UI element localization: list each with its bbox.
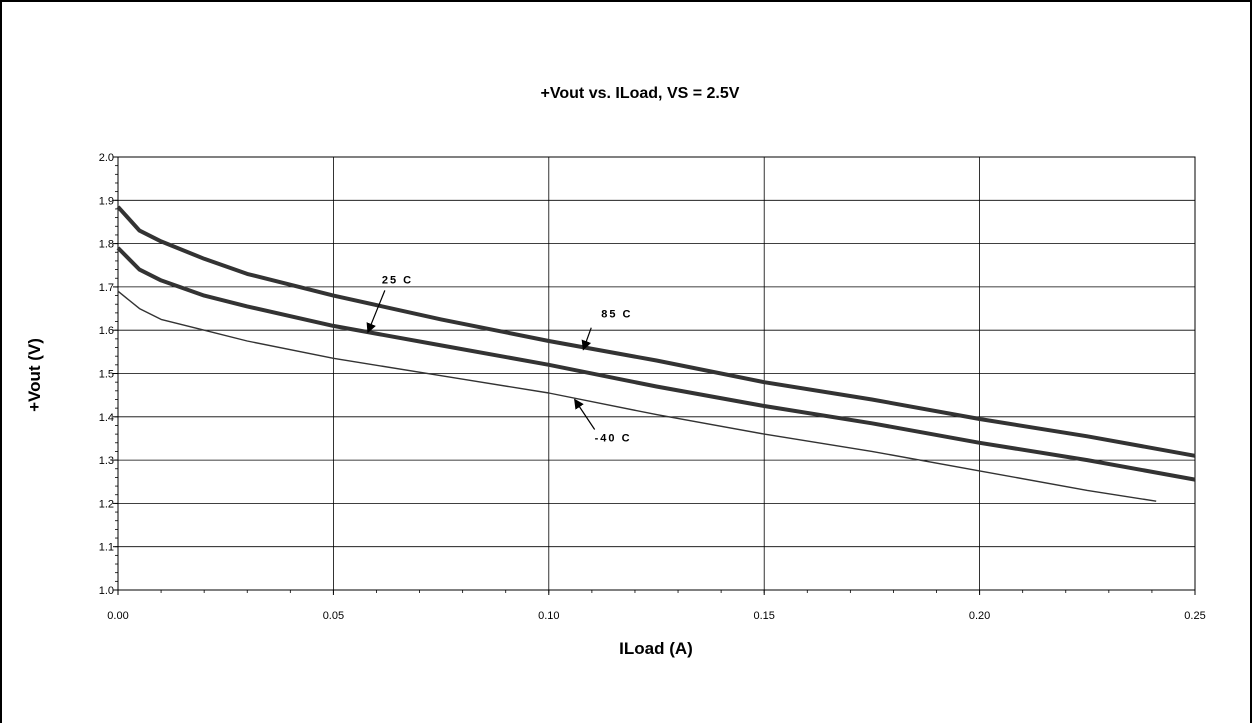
y-tick-label: 1.4 <box>99 412 114 424</box>
x-tick-label: 0.05 <box>323 610 344 622</box>
annotation-arrow <box>574 398 596 430</box>
y-tick-label: 1.6 <box>99 325 114 337</box>
y-tick-label: 1.7 <box>99 282 114 294</box>
y-tick-label: 1.1 <box>99 542 114 554</box>
x-tick-label: 0.00 <box>107 610 128 622</box>
annotation-label: 85 C <box>601 309 632 321</box>
annotation-arrow <box>581 327 592 351</box>
x-tick-label: 0.15 <box>753 610 774 622</box>
y-axis-label: +Vout (V) <box>25 338 44 412</box>
y-tick-label: 1.8 <box>99 239 114 251</box>
axes: 1.0 1.1 1.2 1.3 1.4 1.5 1.6 1.7 1.8 1.9 2.0 0.00 0.0… <box>99 152 1206 622</box>
x-tick-label: 0.25 <box>1184 610 1205 622</box>
annotation-arrow <box>366 290 386 334</box>
series-line-2 <box>116 246 1196 482</box>
series-line-3 <box>117 290 1157 502</box>
annotation-label: 25 C <box>382 274 413 286</box>
y-tick-label: 1.3 <box>99 455 114 467</box>
annotation-label: -40 C <box>595 432 632 444</box>
annotations: 85 C 25 C -40 C <box>366 274 632 444</box>
y-tick-label: 1.9 <box>99 195 114 207</box>
x-tick-label: 0.10 <box>538 610 559 622</box>
x-tick-label: 0.20 <box>969 610 990 622</box>
series-line-1 <box>116 205 1196 458</box>
x-axis-label: ILoad (A) <box>619 639 693 658</box>
grid <box>117 156 1196 591</box>
y-tick-label: 1.5 <box>99 369 114 381</box>
series-group <box>116 205 1196 502</box>
plot-area <box>117 156 1196 591</box>
y-tick-label: 1.2 <box>99 498 114 510</box>
y-tick-label: 1.0 <box>99 585 114 597</box>
chart-title: +Vout vs. ILoad, VS = 2.5V <box>541 85 740 102</box>
y-tick-label: 2.0 <box>99 152 114 164</box>
